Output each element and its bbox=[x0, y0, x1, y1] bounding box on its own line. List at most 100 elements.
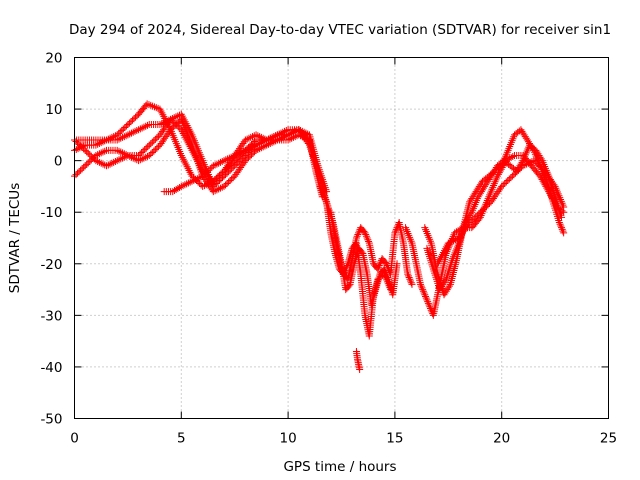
data-point-interp bbox=[119, 149, 127, 157]
data-point-interp bbox=[259, 143, 267, 151]
data-point-interp bbox=[126, 152, 134, 160]
data-point bbox=[356, 366, 364, 374]
data-point-interp bbox=[422, 294, 430, 302]
data-point-interp bbox=[277, 129, 285, 137]
data-point-interp bbox=[448, 237, 456, 245]
data-point bbox=[135, 126, 143, 134]
data-point bbox=[177, 182, 185, 190]
data-point bbox=[241, 136, 249, 144]
data-point-interp bbox=[152, 104, 160, 112]
x-tick-label: 5 bbox=[177, 431, 186, 447]
data-point-interp bbox=[216, 158, 224, 166]
data-point-interp bbox=[507, 174, 515, 182]
data-point-interp bbox=[110, 133, 118, 141]
data-point-interp bbox=[122, 151, 130, 159]
data-point-interp bbox=[150, 137, 158, 145]
data-point-interp bbox=[499, 181, 507, 189]
data-point bbox=[466, 219, 474, 227]
data-point-interp bbox=[424, 298, 432, 306]
data-point-interp bbox=[419, 286, 427, 294]
data-point-interp bbox=[172, 113, 180, 121]
data-point-interp bbox=[72, 145, 80, 153]
ticks-layer: 0 5 10 15 20 25 -50 -40 -30 -20 -10 0 10 20 bbox=[40, 51, 617, 447]
data-point-interp bbox=[184, 179, 192, 187]
data-point-interp bbox=[119, 133, 127, 141]
data-point-interp bbox=[213, 186, 221, 194]
data-point-interp bbox=[521, 161, 529, 169]
data-point bbox=[560, 203, 568, 211]
data-point-interp bbox=[504, 177, 512, 185]
data-point-interp bbox=[479, 205, 487, 213]
data-point-interp bbox=[240, 147, 248, 155]
data-point-interp bbox=[203, 168, 211, 176]
data-point-interp bbox=[228, 165, 236, 173]
data-point-interp bbox=[115, 147, 123, 155]
data-point-interp bbox=[226, 177, 234, 185]
data-point-interp bbox=[143, 121, 151, 129]
data-point bbox=[417, 280, 425, 288]
data-point-interp bbox=[142, 122, 150, 130]
data-point-interp bbox=[229, 163, 237, 171]
data-point-interp bbox=[528, 158, 536, 166]
data-point-interp bbox=[244, 154, 252, 162]
data-point-interp bbox=[419, 287, 427, 295]
data-point bbox=[241, 146, 249, 154]
data-point-interp bbox=[404, 272, 412, 280]
data-point bbox=[209, 162, 217, 170]
data-point bbox=[220, 172, 228, 180]
data-point-interp bbox=[417, 282, 425, 290]
data-point-interp bbox=[513, 168, 521, 176]
data-point-interp bbox=[186, 178, 194, 186]
data-point-interp bbox=[558, 224, 566, 232]
data-point-interp bbox=[533, 160, 541, 168]
data-point bbox=[145, 141, 153, 149]
data-point-interp bbox=[467, 217, 475, 225]
data-point-interp bbox=[511, 169, 519, 177]
series-arc-9 bbox=[352, 347, 364, 374]
data-point-interp bbox=[235, 157, 243, 165]
data-point-interp bbox=[120, 133, 128, 141]
data-point-interp bbox=[524, 159, 532, 167]
data-point bbox=[444, 239, 452, 247]
data-point bbox=[393, 260, 401, 268]
data-point-interp bbox=[245, 134, 253, 142]
data-point-interp bbox=[141, 146, 149, 154]
data-point-interp bbox=[422, 292, 430, 300]
data-point-interp bbox=[101, 137, 109, 145]
data-point bbox=[476, 208, 484, 216]
data-point-interp bbox=[342, 263, 350, 271]
data-point-interp bbox=[183, 180, 191, 188]
data-point bbox=[113, 157, 121, 165]
data-point-interp bbox=[481, 204, 489, 212]
y-tick-label: -40 bbox=[40, 360, 62, 376]
data-point-interp bbox=[365, 237, 373, 245]
data-point-interp bbox=[89, 154, 97, 162]
data-point-interp bbox=[225, 154, 233, 162]
data-point-interp bbox=[353, 232, 361, 240]
data-point-interp bbox=[193, 175, 201, 183]
data-point-interp bbox=[300, 133, 308, 141]
data-point-interp bbox=[211, 187, 219, 195]
data-point bbox=[382, 260, 390, 268]
data-point bbox=[135, 157, 143, 165]
data-point-interp bbox=[214, 178, 222, 186]
data-point-interp bbox=[510, 171, 518, 179]
y-tick-label: -10 bbox=[40, 205, 62, 221]
data-point-interp bbox=[171, 121, 179, 129]
data-point bbox=[124, 151, 132, 159]
data-point-interp bbox=[243, 135, 251, 143]
data-point-interp bbox=[234, 159, 242, 167]
data-point-interp bbox=[150, 103, 158, 111]
data-point-interp bbox=[250, 142, 258, 150]
data-point-interp bbox=[87, 156, 95, 164]
data-point bbox=[81, 162, 89, 170]
data-point-interp bbox=[279, 128, 287, 136]
x-tick-label: 0 bbox=[70, 431, 79, 447]
data-point-interp bbox=[78, 143, 86, 151]
data-point bbox=[231, 151, 239, 159]
data-point-interp bbox=[484, 201, 492, 209]
data-point-interp bbox=[126, 130, 134, 138]
data-point-interp bbox=[179, 182, 187, 190]
data-point-interp bbox=[407, 277, 415, 285]
